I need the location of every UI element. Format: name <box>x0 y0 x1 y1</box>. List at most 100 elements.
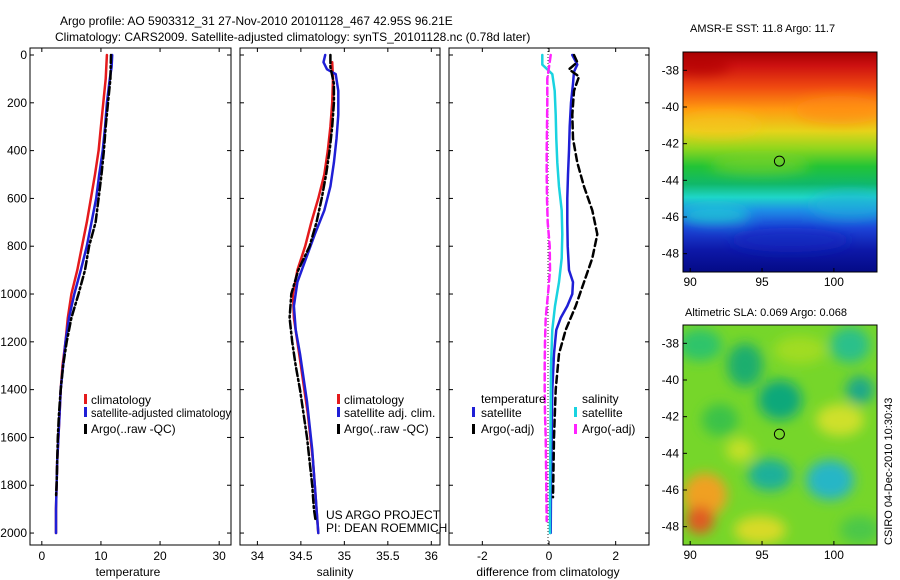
sst-map-frame <box>682 51 878 273</box>
map-y-tick-label: -38 <box>662 336 680 350</box>
legend-heading-salinity: salinity <box>582 392 619 406</box>
x-tick-label: -2 <box>477 549 488 563</box>
y-tick-label: 600 <box>7 191 27 205</box>
map-x-tick-label: 100 <box>824 548 844 562</box>
sla-map-frame <box>682 324 878 546</box>
project-annotation: US ARGO PROJECT <box>326 508 441 522</box>
difference-ticks: -2 0 2 <box>449 48 649 563</box>
y-tick-label: 1200 <box>0 335 27 349</box>
sst-field-texture <box>683 55 877 252</box>
series-line-argo-raw-qc <box>288 53 336 523</box>
sst-map-panel: AMSR-E SST: 11.8 Argo: 11.7 -38 -40 -42 -44… <box>662 23 878 289</box>
x-tick-label: 10 <box>94 549 108 563</box>
salinity-legend: climatology satellite adj. clim. Argo(..… <box>337 393 435 436</box>
temperature-ticks: 0 200 400 600 800 1000 1200 1400 1600 1800 2000 0 10… <box>0 48 231 563</box>
credit-stamp: CSIRO 04-Dec-2010 10:30:43 <box>883 398 895 545</box>
y-tick-label: 1600 <box>0 430 27 444</box>
temperature-series <box>54 53 114 535</box>
map-y-tick-label: -46 <box>662 210 680 224</box>
x-tick-label: 34 <box>251 549 265 563</box>
sla-map-title: Altimetric SLA: 0.069 Argo: 0.068 <box>685 307 847 319</box>
series-line-satellite <box>541 53 564 535</box>
legend-label-argo: Argo(..raw -QC) <box>91 422 176 436</box>
y-tick-label: 0 <box>20 48 27 62</box>
difference-legend: temperature satellite Argo(-adj) salinit… <box>472 392 635 436</box>
y-tick-label: 1400 <box>0 383 27 397</box>
legend-label-argo: Argo(..raw -QC) <box>344 422 429 436</box>
legend-swatch-satellite-adj <box>337 407 340 417</box>
map-y-tick-label: -48 <box>662 247 680 261</box>
map-x-tick-label: 95 <box>755 548 769 562</box>
sla-field-texture <box>683 327 877 544</box>
map-y-tick-label: -40 <box>662 100 680 114</box>
map-y-tick-label: -44 <box>662 446 680 460</box>
x-tick-label: 35.5 <box>376 549 400 563</box>
x-tick-label: 0 <box>38 549 45 563</box>
legend-label-sal-argo: Argo(-adj) <box>582 422 635 436</box>
legend-swatch-argo <box>84 424 87 434</box>
legend-swatch-climatology <box>337 394 340 404</box>
legend-swatch-sal-argo <box>574 424 577 434</box>
series-line-argo-raw-qc <box>54 53 113 499</box>
salinity-series <box>288 53 340 535</box>
sla-argo-location-marker <box>773 428 785 440</box>
map-x-tick-label: 95 <box>755 275 769 289</box>
map-x-tick-label: 90 <box>684 548 698 562</box>
legend-label-climatology: climatology <box>344 393 404 407</box>
sst-map-title: AMSR-E SST: 11.8 Argo: 11.7 <box>690 23 835 35</box>
salinity-ticks: 34 34.5 35 35.5 36 <box>240 48 440 563</box>
map-x-tick-label: 100 <box>824 275 844 289</box>
legend-swatch-satellite-adjusted <box>84 407 87 417</box>
x-tick-label: 36 <box>425 549 439 563</box>
sst-map-ticks: -38 -40 -42 -44 -46 -48 90 95 100 <box>662 63 845 289</box>
legend-swatch-sal-satellite <box>574 407 577 417</box>
series-line-satellite-adj-clim <box>292 53 340 535</box>
legend-label-sal-satellite: satellite <box>582 406 623 420</box>
map-y-tick-label: -38 <box>662 63 680 77</box>
y-tick-label: 800 <box>7 239 27 253</box>
x-tick-label: 30 <box>212 549 226 563</box>
map-y-tick-label: -46 <box>662 483 680 497</box>
x-tick-label: 0 <box>546 549 553 563</box>
pi-annotation: PI: DEAN ROEMMICH <box>326 521 447 535</box>
difference-series <box>541 53 599 535</box>
salinity-axes-frame <box>239 47 441 546</box>
y-tick-label: 200 <box>7 96 27 110</box>
legend-swatch-temp-argo <box>472 424 475 434</box>
difference-xlabel: difference from climatology <box>476 565 619 579</box>
map-y-tick-label: -48 <box>662 520 680 534</box>
map-y-tick-label: -42 <box>662 137 680 151</box>
x-tick-label: 2 <box>612 549 619 563</box>
legend-swatch-argo <box>337 424 340 434</box>
salinity-xlabel: salinity <box>317 565 354 579</box>
map-y-tick-label: -42 <box>662 410 680 424</box>
difference-panel: -2 0 2 difference from climatology tempera… <box>448 47 650 579</box>
salinity-panel: 34 34.5 35 35.5 36 salinity climatology sate… <box>239 47 447 579</box>
y-tick-label: 1800 <box>0 478 27 492</box>
legend-swatch-temp-satellite <box>472 407 475 417</box>
x-tick-label: 34.5 <box>289 549 313 563</box>
x-tick-label: 20 <box>153 549 167 563</box>
sla-map-ticks: -38 -40 -42 -44 -46 -48 90 95 100 <box>662 336 845 562</box>
temperature-xlabel: temperature <box>96 565 161 579</box>
legend-swatch-climatology <box>84 394 87 404</box>
y-tick-label: 400 <box>7 144 27 158</box>
series-line-satellite <box>549 53 579 535</box>
x-tick-label: 35 <box>338 549 352 563</box>
figure-title-line1: Argo profile: AO 5903312_31 27-Nov-2010 … <box>60 14 453 28</box>
legend-label-temp-argo: Argo(-adj) <box>481 422 534 436</box>
figure-title-line2: Climatology: CARS2009. Satellite-adjuste… <box>55 30 530 44</box>
sst-argo-location-marker <box>773 155 785 167</box>
map-y-tick-label: -44 <box>662 173 680 187</box>
temperature-legend: climatology satellite-adjusted climatolo… <box>84 393 231 436</box>
map-x-tick-label: 90 <box>684 275 698 289</box>
y-tick-label: 1000 <box>0 287 27 301</box>
temperature-axes-frame <box>29 47 232 546</box>
legend-label-climatology: climatology <box>91 393 151 407</box>
legend-heading-temperature: temperature <box>481 392 546 406</box>
legend-label-satellite-adj: satellite adj. clim. <box>344 406 435 420</box>
temperature-panel: 0 200 400 600 800 1000 1200 1400 1600 1800 2000 0 10… <box>0 47 232 579</box>
series-line-argo-adj <box>551 53 599 499</box>
legend-label-temp-satellite: satellite <box>481 406 522 420</box>
